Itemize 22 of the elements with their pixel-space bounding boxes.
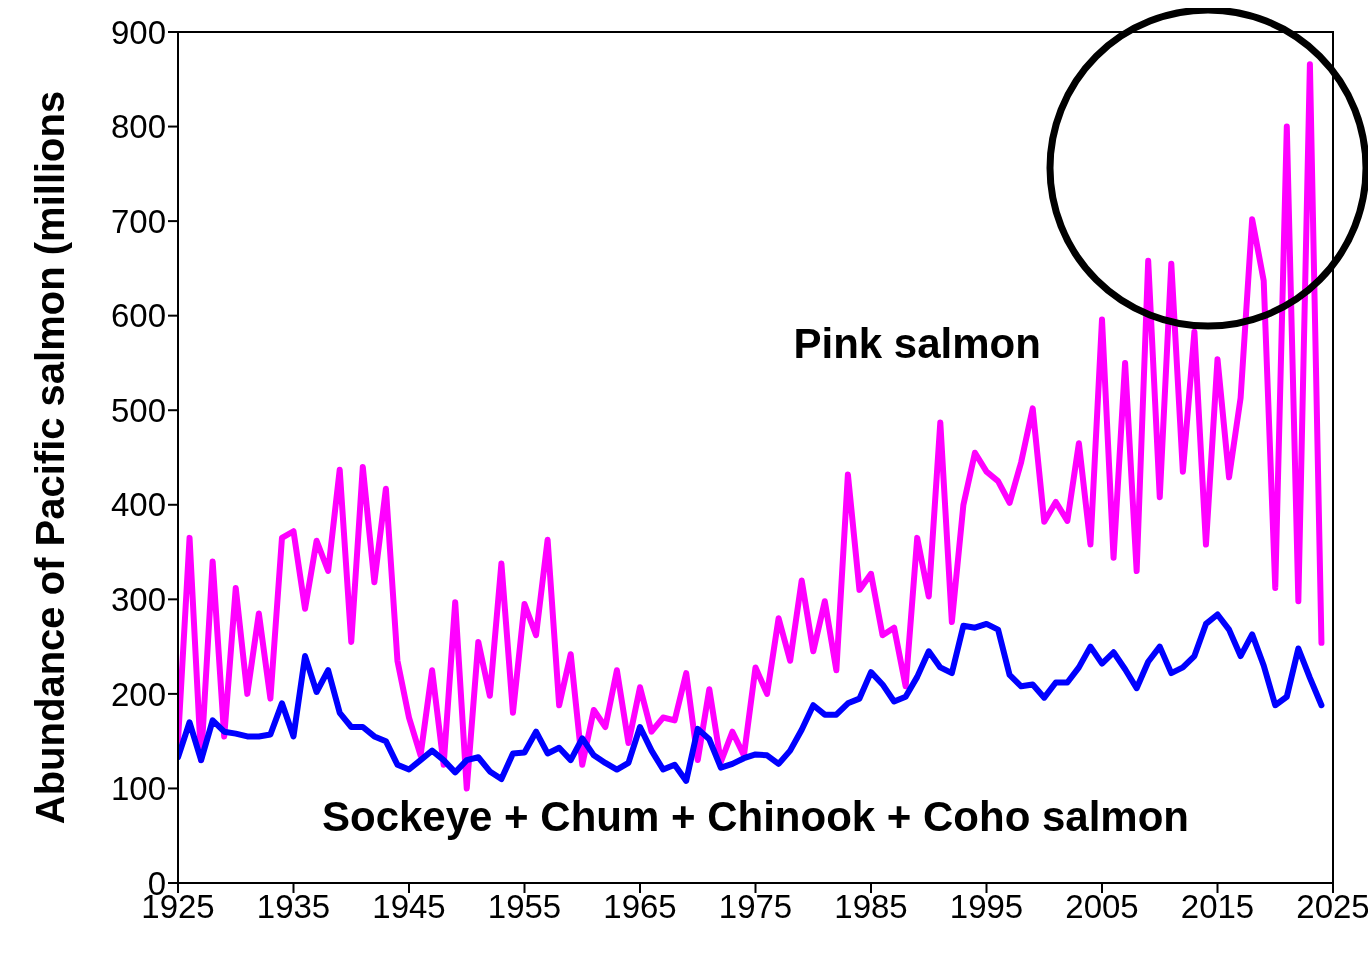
x-tick-label: 1975 (718, 888, 793, 926)
y-tick-label: 400 (110, 486, 166, 524)
y-tick-label: 800 (110, 108, 166, 146)
y-tick-label: 500 (110, 391, 166, 429)
y-tick-label: 300 (110, 581, 166, 619)
y-tick-label: 200 (110, 675, 166, 713)
y-tick-label: 600 (110, 297, 166, 335)
y-axis-title: Abundance of Pacific salmon (millions (28, 90, 73, 825)
x-tick-label: 2005 (1065, 888, 1139, 926)
y-tick-label: 100 (110, 770, 166, 808)
x-tick-label: 2025 (1296, 888, 1370, 926)
x-tick-label: 1945 (372, 888, 446, 926)
y-tick-label: 900 (110, 13, 166, 51)
x-tick-label: 1935 (256, 888, 331, 926)
y-tick-label: 700 (110, 202, 166, 240)
x-tick-label: 1955 (487, 888, 562, 926)
series-label: Pink salmon (793, 320, 1041, 368)
x-tick-label: 2015 (1180, 888, 1255, 926)
x-tick-label: 1965 (603, 888, 677, 926)
x-tick-label: 1995 (949, 888, 1024, 926)
x-tick-label: 1985 (834, 888, 908, 926)
series-label: Sockeye + Chum + Chinook + Coho salmon (321, 792, 1190, 840)
